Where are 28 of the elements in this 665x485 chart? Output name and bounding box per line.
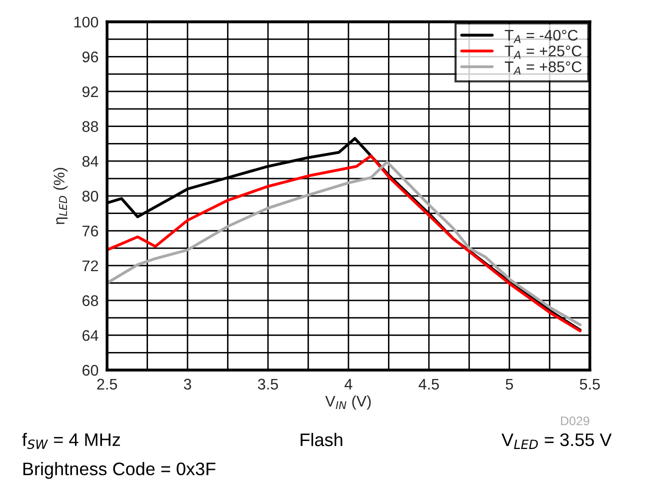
legend-label: T$_{A}$ = -40°C [504,30,578,44]
x-tick-label: 4 [344,378,352,390]
y-tick-label: 68 [82,295,98,306]
x-tick-label: 3 [184,378,192,390]
y-tick-label: 92 [82,86,98,98]
y-tick-label: 72 [82,260,98,272]
text: V$_{LED}$ = 3.55 V [502,433,612,449]
x-tick-label: 5.5 [580,378,600,390]
y-tick-label: 100 [74,16,98,28]
y-tick-label: 64 [82,330,98,341]
x-tick-label: 4.5 [418,378,439,390]
x-tick-label: 3.5 [258,378,278,390]
x-axis-title: V$_{IN}$ (V) [325,395,371,410]
legend-label: T$_{A}$ = +85°C [504,61,582,75]
x-tick-label: 5 [506,378,513,390]
legend-label: T$_{A}$ = +25°C [504,46,582,59]
text: Flash [300,432,342,446]
x-tick-label: 2.5 [97,378,118,390]
text: D029 [561,416,590,426]
y-tick-label: 96 [82,52,98,62]
text: Brightness Code = 0x3F [23,462,216,479]
y-tick-label: 84 [82,156,98,167]
y-axis-title: η$_{LED}$ (%) [53,168,68,224]
y-tick-label: 80 [82,190,98,202]
y-tick-label: 88 [82,121,98,132]
y-tick-label: 76 [82,226,98,236]
text: f$_{SW}$ = 4 MHz [22,432,120,450]
y-tick-label: 60 [82,364,98,376]
